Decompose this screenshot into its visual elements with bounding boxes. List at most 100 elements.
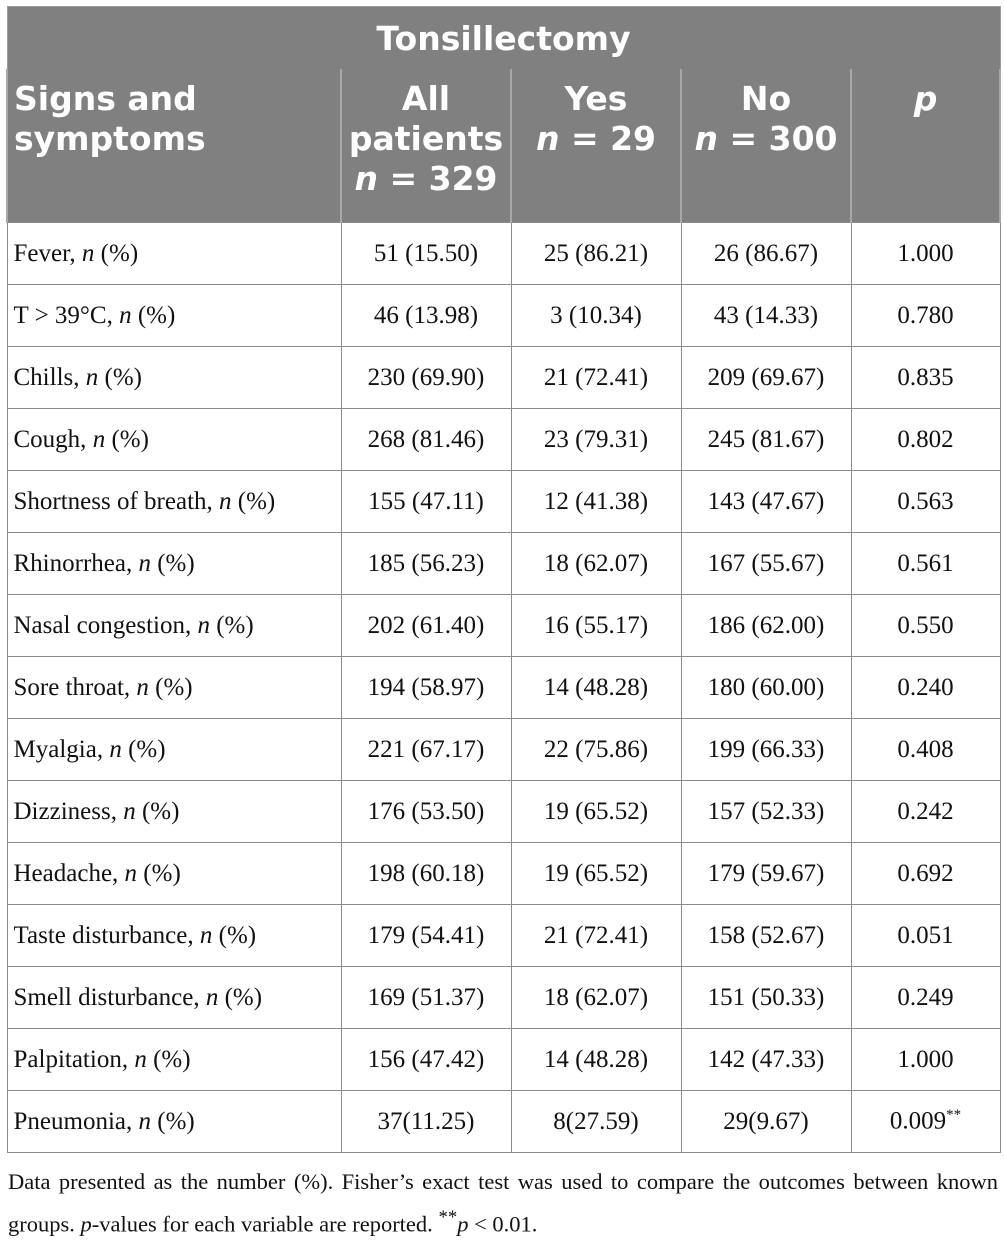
row-label: Smell disturbance, bbox=[13, 983, 206, 1011]
cell-all-patients: 156 (47.42) bbox=[340, 1028, 512, 1091]
cell-yes: 3 (10.34) bbox=[510, 284, 682, 347]
col-header-no-n: n bbox=[694, 119, 718, 158]
col-header-signs: Signs and symptoms bbox=[6, 69, 342, 223]
cell-p: 0.240 bbox=[850, 656, 1001, 719]
cell-yes: 8(27.59) bbox=[510, 1090, 682, 1153]
row-label-n: n bbox=[119, 301, 132, 329]
cell-p: 0.802 bbox=[850, 408, 1001, 471]
row-label-n: n bbox=[92, 425, 106, 453]
row-label-cell: Shortness of breath, n (%) bbox=[6, 470, 342, 533]
cell-all-patients: 221 (67.17) bbox=[340, 718, 512, 781]
row-label-n: n bbox=[123, 797, 136, 825]
row-label: Fever, bbox=[13, 239, 82, 267]
cell-p: 0.561 bbox=[850, 532, 1001, 595]
cell-all-patients: 37(11.25) bbox=[340, 1090, 512, 1153]
table-row: Cough, n (%) 268 (81.46) 23 (79.31) 245 (81… bbox=[6, 408, 1001, 471]
cell-p: 0.692 bbox=[850, 842, 1001, 905]
cell-all-patients: 194 (58.97) bbox=[340, 656, 512, 719]
row-label: Dizziness, bbox=[13, 797, 124, 825]
cell-no: 43 (14.33) bbox=[680, 284, 852, 347]
row-label-n: n bbox=[138, 1107, 152, 1135]
cell-no: 143 (47.67) bbox=[680, 470, 852, 533]
row-label-unit: (%) bbox=[131, 301, 176, 329]
row-label-cell: T > 39°C, n (%) bbox=[6, 284, 342, 347]
cell-p: 1.000 bbox=[850, 1028, 1001, 1091]
footnote-part2: -values for each variable are reported. bbox=[91, 1211, 439, 1237]
row-label-unit: (%) bbox=[150, 549, 195, 577]
row-label-cell: Chills, n (%) bbox=[6, 346, 342, 409]
cell-no: 151 (50.33) bbox=[680, 966, 852, 1029]
table-row: Sore throat, n (%) 194 (58.97) 14 (48.28) 1… bbox=[6, 656, 1001, 719]
row-label-unit: (%) bbox=[121, 735, 166, 763]
col-header-all: All patients n = 329 bbox=[340, 69, 512, 223]
col-header-p: p bbox=[850, 69, 1001, 223]
row-label-n: n bbox=[81, 239, 95, 267]
col-header-all-n: n bbox=[354, 159, 378, 198]
row-label-n: n bbox=[85, 363, 99, 391]
col-header-yes-line1: Yes bbox=[564, 79, 628, 118]
footnote-sup: ** bbox=[438, 1207, 458, 1228]
cell-no: 142 (47.33) bbox=[680, 1028, 852, 1091]
group-header: Tonsillectomy bbox=[6, 6, 1001, 69]
cell-p-value: 0.009 bbox=[889, 1107, 947, 1135]
table-row: Taste disturbance, n (%) 179 (54.41) 21 (7… bbox=[6, 904, 1001, 967]
cell-p: 0.009** bbox=[850, 1090, 1001, 1153]
row-label-cell: Headache, n (%) bbox=[6, 842, 342, 905]
row-label-cell: Smell disturbance, n (%) bbox=[6, 966, 342, 1029]
cell-no: 209 (69.67) bbox=[680, 346, 852, 409]
cell-p: 0.408 bbox=[850, 718, 1001, 781]
cell-p: 1.000 bbox=[850, 222, 1001, 285]
table-footnote: Data presented as the number (%). Fisher… bbox=[8, 1164, 998, 1243]
cell-yes: 25 (86.21) bbox=[510, 222, 682, 285]
cell-all-patients: 46 (13.98) bbox=[340, 284, 512, 347]
row-label-unit: (%) bbox=[212, 921, 257, 949]
cell-no: 245 (81.67) bbox=[680, 408, 852, 471]
cell-all-patients: 185 (56.23) bbox=[340, 532, 512, 595]
table-row: Pneumonia, n (%) 37(11.25) 8(27.59) 29(9.67… bbox=[6, 1090, 1001, 1153]
row-label-n: n bbox=[109, 735, 122, 763]
col-header-all-line2: patients bbox=[348, 119, 504, 158]
row-label-cell: Taste disturbance, n (%) bbox=[6, 904, 342, 967]
cell-yes: 14 (48.28) bbox=[510, 656, 682, 719]
table-row: Shortness of breath, n (%) 155 (47.11) 12 … bbox=[6, 470, 1001, 533]
row-label: Nasal congestion, bbox=[13, 611, 198, 639]
col-header-no-line2: n = 300 bbox=[688, 119, 844, 159]
cell-p-significance: ** bbox=[946, 1107, 962, 1124]
cell-no: 157 (52.33) bbox=[680, 780, 852, 843]
row-label-cell: Dizziness, n (%) bbox=[6, 780, 342, 843]
footnote-p-italic: p bbox=[80, 1211, 92, 1237]
table-row: Fever, n (%) 51 (15.50) 25 (86.21) 26 (86.6… bbox=[6, 222, 1001, 285]
cell-all-patients: 179 (54.41) bbox=[340, 904, 512, 967]
cell-all-patients: 230 (69.90) bbox=[340, 346, 512, 409]
table-row: Dizziness, n (%) 176 (53.50) 19 (65.52) 157… bbox=[6, 780, 1001, 843]
footnote-p-italic2: p bbox=[457, 1211, 469, 1237]
row-label-unit: (%) bbox=[209, 611, 254, 639]
row-label-unit: (%) bbox=[218, 983, 263, 1011]
cell-yes: 23 (79.31) bbox=[510, 408, 682, 471]
col-header-all-line3: n = 329 bbox=[348, 159, 504, 199]
col-header-yes-line2: n = 29 bbox=[518, 119, 674, 159]
cell-p: 0.249 bbox=[850, 966, 1001, 1029]
row-label: Rhinorrhea, bbox=[13, 549, 139, 577]
cell-no: 186 (62.00) bbox=[680, 594, 852, 657]
cell-no: 180 (60.00) bbox=[680, 656, 852, 719]
row-label-cell: Fever, n (%) bbox=[6, 222, 342, 285]
col-header-p-label: p bbox=[913, 79, 938, 118]
cell-yes: 14 (48.28) bbox=[510, 1028, 682, 1091]
row-label-cell: Myalgia, n (%) bbox=[6, 718, 342, 781]
col-header-signs-line2: symptoms bbox=[14, 119, 206, 158]
row-label-cell: Rhinorrhea, n (%) bbox=[6, 532, 342, 595]
table-row: Nasal congestion, n (%) 202 (61.40) 16 (55… bbox=[6, 594, 1001, 657]
cell-all-patients: 198 (60.18) bbox=[340, 842, 512, 905]
cell-all-patients: 268 (81.46) bbox=[340, 408, 512, 471]
footnote-part1: Data presented as the number (%). Fisher… bbox=[8, 1169, 998, 1237]
cell-yes: 16 (55.17) bbox=[510, 594, 682, 657]
cell-yes: 19 (65.52) bbox=[510, 780, 682, 843]
cell-yes: 21 (72.41) bbox=[510, 904, 682, 967]
col-header-yes: Yes n = 29 bbox=[510, 69, 682, 223]
row-label-n: n bbox=[205, 983, 219, 1011]
cell-no: 158 (52.67) bbox=[680, 904, 852, 967]
row-label-n: n bbox=[199, 921, 213, 949]
cell-p: 0.835 bbox=[850, 346, 1001, 409]
cell-no: 167 (55.67) bbox=[680, 532, 852, 595]
